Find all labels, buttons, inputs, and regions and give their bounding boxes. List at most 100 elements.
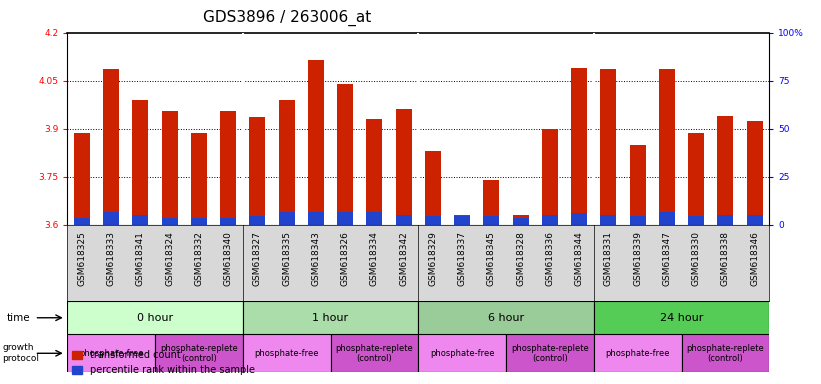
Text: GSM618326: GSM618326	[341, 231, 350, 286]
Bar	[630, 145, 645, 225]
Text: phosphate-free: phosphate-free	[605, 349, 670, 358]
Text: GSM618347: GSM618347	[663, 231, 672, 286]
Bar	[512, 218, 529, 225]
Bar	[681, 334, 769, 372]
Bar	[718, 116, 733, 225]
Bar	[132, 100, 149, 225]
Bar	[594, 301, 769, 334]
Text: phosphate-replete
(control): phosphate-replete (control)	[511, 344, 589, 363]
Bar	[250, 216, 265, 225]
Bar	[600, 70, 617, 225]
Bar	[67, 334, 155, 372]
Bar	[191, 218, 207, 225]
Bar	[746, 215, 763, 225]
Text: phosphate-replete
(control): phosphate-replete (control)	[686, 344, 764, 363]
Text: GSM618336: GSM618336	[545, 231, 554, 286]
Text: GSM618341: GSM618341	[136, 231, 145, 286]
Bar	[571, 68, 587, 225]
Bar	[746, 121, 763, 225]
Text: GSM618331: GSM618331	[604, 231, 613, 286]
Bar	[243, 301, 419, 334]
Bar	[418, 301, 594, 334]
Bar	[132, 215, 149, 225]
Bar	[396, 215, 411, 225]
Bar	[337, 84, 353, 225]
Text: GSM618328: GSM618328	[516, 231, 525, 286]
Text: GSM618329: GSM618329	[429, 231, 438, 286]
Text: 24 hour: 24 hour	[660, 313, 704, 323]
Text: GSM618345: GSM618345	[487, 231, 496, 286]
Bar	[74, 134, 90, 225]
Text: GSM618346: GSM618346	[750, 231, 759, 286]
Text: GSM618337: GSM618337	[457, 231, 466, 286]
Text: GSM618327: GSM618327	[253, 231, 262, 286]
Bar	[454, 215, 470, 225]
Text: phosphate-replete
(control): phosphate-replete (control)	[160, 344, 238, 363]
Bar	[74, 218, 90, 225]
Bar	[425, 216, 441, 225]
Bar	[571, 214, 587, 225]
Text: GSM618342: GSM618342	[399, 231, 408, 286]
Text: GSM618334: GSM618334	[370, 231, 379, 286]
Text: time: time	[7, 313, 30, 323]
Text: GSM618324: GSM618324	[165, 231, 174, 286]
Text: GSM618330: GSM618330	[691, 231, 700, 286]
Bar	[103, 70, 119, 225]
Bar	[418, 334, 506, 372]
Bar	[220, 111, 236, 225]
Bar	[331, 334, 418, 372]
Bar	[162, 218, 177, 225]
Text: 6 hour: 6 hour	[488, 313, 524, 323]
Bar	[600, 215, 617, 225]
Text: 0 hour: 0 hour	[137, 313, 173, 323]
Bar	[659, 212, 675, 225]
Bar	[484, 180, 499, 225]
Bar	[454, 216, 470, 225]
Bar	[542, 215, 558, 225]
Bar	[155, 334, 243, 372]
Text: GSM618325: GSM618325	[77, 231, 86, 286]
Bar	[366, 119, 383, 225]
Text: GSM618344: GSM618344	[575, 231, 584, 286]
Bar	[659, 70, 675, 225]
Bar	[308, 60, 324, 225]
Bar	[425, 151, 441, 225]
Text: GSM618338: GSM618338	[721, 231, 730, 286]
Text: GSM618339: GSM618339	[633, 231, 642, 286]
Text: phosphate-free: phosphate-free	[430, 349, 494, 358]
Bar	[688, 216, 704, 225]
Bar	[512, 215, 529, 225]
Bar	[542, 129, 558, 225]
Bar	[220, 218, 236, 225]
Bar	[103, 212, 119, 225]
Text: GSM618343: GSM618343	[311, 231, 320, 286]
Text: phosphate-free: phosphate-free	[255, 349, 319, 358]
Bar	[67, 301, 243, 334]
Legend: transformed count, percentile rank within the sample: transformed count, percentile rank withi…	[72, 351, 255, 375]
Bar	[250, 118, 265, 225]
Bar	[278, 100, 295, 225]
Text: GSM618335: GSM618335	[282, 231, 291, 286]
Text: GSM618332: GSM618332	[195, 231, 204, 286]
Text: phosphate-replete
(control): phosphate-replete (control)	[336, 344, 413, 363]
Bar	[337, 212, 353, 225]
Bar	[366, 212, 383, 225]
Bar	[484, 216, 499, 225]
Text: GDS3896 / 263006_at: GDS3896 / 263006_at	[204, 10, 371, 26]
Bar	[688, 134, 704, 225]
Bar	[243, 334, 331, 372]
Text: GSM618333: GSM618333	[107, 231, 116, 286]
Text: growth
protocol: growth protocol	[2, 343, 39, 363]
Bar	[162, 111, 177, 225]
Text: 1 hour: 1 hour	[313, 313, 349, 323]
Bar	[191, 134, 207, 225]
Bar	[718, 215, 733, 225]
Bar	[630, 216, 645, 225]
Text: phosphate-free: phosphate-free	[79, 349, 144, 358]
Bar	[278, 212, 295, 225]
Bar	[506, 334, 594, 372]
Text: GSM618340: GSM618340	[223, 231, 232, 286]
Bar	[396, 109, 411, 225]
Bar	[308, 212, 324, 225]
Bar	[594, 334, 681, 372]
